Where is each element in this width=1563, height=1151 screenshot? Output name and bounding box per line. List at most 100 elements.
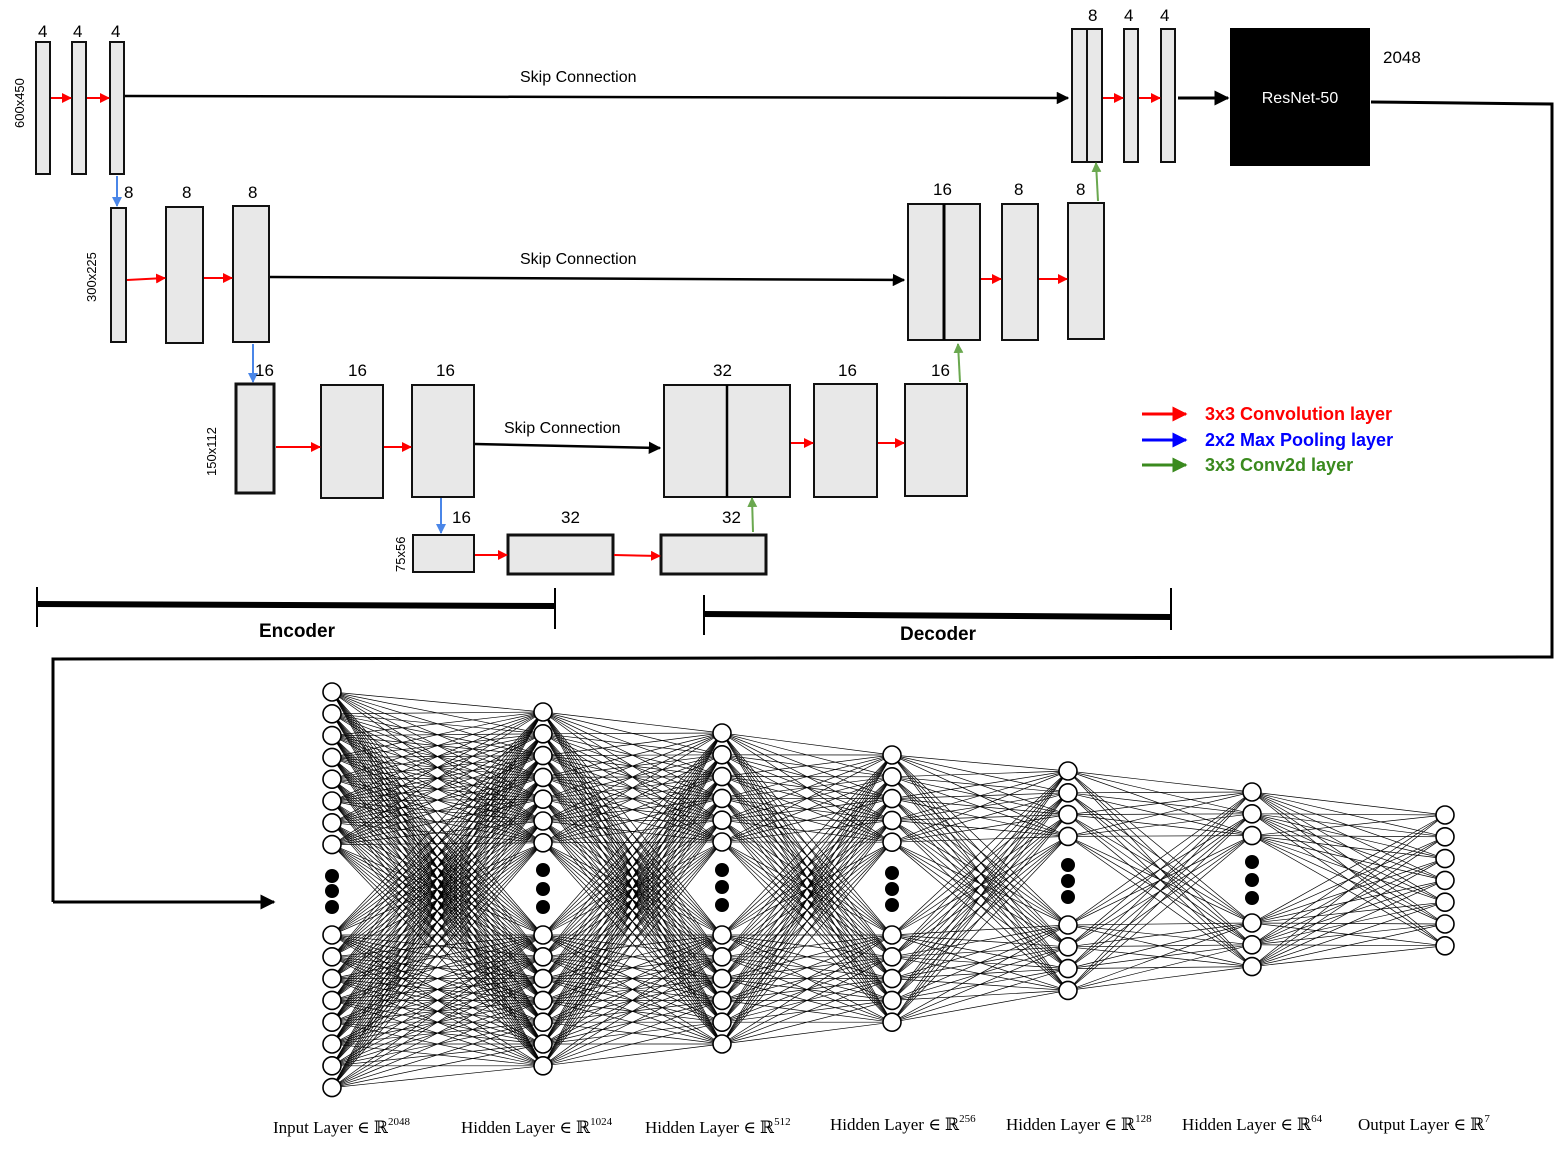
- skip-connection-3: Skip Connection: [474, 420, 662, 455]
- mlp-edge: [542, 732, 723, 1045]
- decoder-bracket: Decoder: [703, 588, 1172, 645]
- mlp-neuron: [1058, 761, 1078, 781]
- mlp-edge: [891, 836, 1069, 1023]
- mlp-neuron: [533, 832, 553, 853]
- mlp-edge: [721, 798, 893, 843]
- level1-enc-ch-2: 4: [73, 22, 82, 41]
- level1-enc-ch-3: 4: [111, 22, 120, 41]
- mlp-edge: [331, 711, 544, 958]
- mlp-edge: [891, 770, 1069, 1001]
- skip-label-3: Skip Connection: [504, 420, 621, 437]
- mlp-neuron: [1058, 782, 1078, 803]
- mlp-edge: [721, 978, 893, 1045]
- level2-decoder: 16 8 8: [907, 162, 1105, 341]
- level2-enc-block-3: [232, 205, 270, 343]
- level1-dec-concat-right: [1086, 28, 1103, 163]
- mlp-edge: [1067, 791, 1253, 991]
- mlp-edge: [331, 934, 544, 958]
- mlp-edge: [721, 934, 893, 979]
- mlp-edge: [542, 732, 723, 844]
- mlp-neuron: [882, 946, 902, 967]
- layer-label-hidden-2: Hidden Layer ∈ ℝ512: [645, 1116, 791, 1137]
- mlp-edge: [331, 800, 544, 936]
- mlp-edge: [331, 934, 544, 1023]
- mlp-edge: [331, 1065, 544, 1088]
- mlp-edge: [331, 711, 544, 1045]
- mlp-edge: [891, 770, 1069, 799]
- mlp-neuron: [533, 925, 553, 945]
- mlp-neuron: [712, 788, 732, 809]
- mlp-edge: [1067, 835, 1253, 837]
- level3-enc-ch-1: 16: [255, 361, 274, 380]
- mlp-edge: [1251, 880, 1446, 967]
- mlp-ellipsis-dot: [715, 898, 729, 912]
- mlp-neuron: [322, 1034, 342, 1054]
- level4-resolution: 75x56: [393, 537, 408, 572]
- mlp-edge: [542, 732, 723, 1023]
- mlp-ellipsis-dot: [885, 882, 899, 896]
- level3-enc-block-1: [234, 382, 276, 495]
- mlp-edge: [891, 946, 1069, 1023]
- mlp-edge: [1251, 945, 1446, 967]
- mlp-edge: [542, 841, 723, 1067]
- level3-dec-block-2: [813, 383, 878, 498]
- mlp-ellipsis-dot: [1245, 873, 1259, 887]
- level1-enc-ch-1: 4: [38, 22, 47, 41]
- mlp-neuron: [322, 682, 342, 702]
- mlp-edge: [1251, 791, 1446, 816]
- mlp-edge: [542, 819, 723, 844]
- level1-dec-block-3: [1160, 28, 1176, 163]
- mlp-ellipsis-dot: [715, 863, 729, 877]
- mlp-edge: [1251, 835, 1446, 838]
- mlp-edge: [542, 1043, 723, 1067]
- mlp-ellipsis-dot: [715, 880, 729, 894]
- mlp-edge: [331, 934, 544, 1067]
- mlp-neuron: [322, 968, 342, 989]
- mlp-neuron: [322, 1012, 342, 1033]
- level2-resolution: 300x225: [84, 252, 99, 302]
- mlp-edge: [542, 841, 723, 844]
- level3-dec-ch-3: 16: [931, 361, 950, 380]
- mlp-neuron: [712, 810, 732, 831]
- mlp-edge: [542, 934, 723, 1001]
- mlp-neuron: [712, 766, 732, 787]
- mlp-edge: [721, 754, 893, 1001]
- mlp-edge: [721, 934, 893, 958]
- level3-enc-block-2: [320, 384, 384, 499]
- mlp-edge: [1067, 791, 1253, 794]
- mlp-neuron: [712, 1034, 732, 1054]
- mlp-layer-labels: Input Layer ∈ ℝ2048 Hidden Layer ∈ ℝ1024…: [273, 1113, 1490, 1137]
- level1-dec-ch-3: 4: [1160, 6, 1169, 25]
- mlp-edge: [542, 934, 723, 958]
- layer-label-hidden-4: Hidden Layer ∈ ℝ128: [1006, 1113, 1152, 1134]
- mlp-edge: [891, 841, 1069, 926]
- mlp-edge: [721, 754, 893, 799]
- mlp-edge: [1067, 836, 1253, 924]
- mlp-edge: [1251, 858, 1446, 967]
- mlp-edge: [542, 732, 723, 1001]
- level2-dec-block-2: [1001, 203, 1039, 341]
- mlp-edge: [542, 956, 723, 1067]
- mlp-edge: [721, 1021, 893, 1045]
- level2-dec-concat-right: [943, 203, 981, 341]
- mlp-neuron: [1435, 892, 1455, 913]
- mlp-edge: [1067, 770, 1253, 924]
- level1-dec-ch-1: 8: [1088, 6, 1097, 25]
- mlp-ellipsis-dot: [536, 900, 550, 914]
- encoder-label: Encoder: [259, 621, 336, 642]
- mlp-edge: [721, 956, 893, 1045]
- mlp-edge: [331, 1021, 544, 1088]
- mlp-neuron: [533, 990, 553, 1011]
- resnet-block: ResNet-50 2048: [1230, 28, 1421, 166]
- mlp-edge: [891, 770, 1069, 936]
- mlp-ellipsis-dot: [325, 900, 339, 914]
- mlp-edge: [542, 1000, 723, 1067]
- mlp-edge: [1251, 814, 1446, 924]
- mlp-edge: [331, 711, 544, 936]
- mlp-edge: [891, 924, 1069, 1023]
- level2-dec-block-3: [1067, 202, 1105, 340]
- mlp-neuron: [1435, 914, 1455, 934]
- mlp-neuron: [882, 968, 902, 989]
- mlp-edge: [891, 968, 1069, 1023]
- mlp-ellipsis-dot: [885, 866, 899, 880]
